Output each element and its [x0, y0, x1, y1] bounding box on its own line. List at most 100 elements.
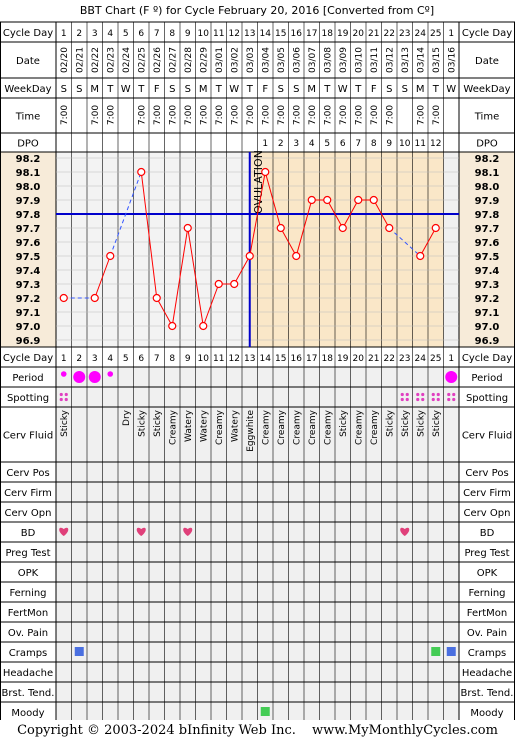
y-tick-right: 97.7 [475, 224, 500, 235]
cerv-fluid-cell: Creamy [261, 409, 271, 445]
temp-point[interactable] [307, 195, 316, 205]
temp-point[interactable] [323, 195, 332, 205]
date-cell: 02/25 [137, 47, 147, 73]
temp-point[interactable] [276, 223, 285, 233]
cycle-day-cell: 5 [123, 29, 129, 39]
cerv-fluid-cell: Eggwhite [246, 410, 256, 452]
time-cell: 7:00 [323, 105, 333, 125]
temp-point[interactable] [214, 279, 223, 289]
temp-point[interactable] [230, 279, 239, 289]
time-row-label-left: Time [15, 112, 40, 123]
preg-test-row-label-left: Preg Test [5, 548, 50, 559]
temp-point[interactable] [152, 293, 161, 303]
spotting-row-label-left: Spotting [7, 393, 49, 404]
temp-line-segment [419, 227, 437, 257]
temp-point[interactable] [137, 167, 146, 177]
cerv-fluid-row-label-left: Cerv Fluid [3, 431, 53, 442]
date-cell: 03/02 [230, 47, 240, 73]
temp-line-segment [140, 171, 158, 299]
y-tick-left: 98.0 [16, 182, 41, 193]
temp-point[interactable] [168, 321, 177, 331]
weekday-cell: M [199, 84, 208, 95]
site-link[interactable]: www.MyMonthlyCycles.com [312, 723, 498, 738]
spotting-dot [64, 397, 68, 402]
dpo-cell: 7 [355, 139, 361, 149]
temp-line-segment [342, 199, 359, 229]
temp-point[interactable] [90, 293, 99, 303]
weekday-cell: S [402, 84, 408, 95]
cerv-fluid-cell: Dry [122, 409, 132, 426]
date-cell: 02/26 [153, 47, 163, 73]
y-tick-left: 97.9 [16, 196, 41, 207]
cerv-fluid-cell: Sticky [60, 409, 70, 437]
y-tick-right: 97.9 [475, 196, 500, 207]
cycle-day-cell: 4 [107, 29, 113, 39]
temp-point[interactable] [385, 223, 394, 233]
cycle-day-cell: 25 [430, 29, 441, 39]
temp-point[interactable] [59, 293, 68, 303]
date-cell: 03/06 [292, 47, 302, 73]
cerv-fluid-cell: Creamy [308, 409, 318, 445]
cerv-fluid-cell: Sticky [416, 409, 426, 437]
temp-point[interactable] [261, 167, 270, 177]
cycle-day-cell: 14 [260, 29, 272, 39]
time-cell: 7:00 [354, 105, 364, 125]
temp-point[interactable] [292, 251, 301, 261]
temp-point[interactable] [416, 251, 425, 261]
date-cell: 03/04 [261, 47, 271, 73]
temp-point[interactable] [338, 223, 347, 233]
spotting-dot [59, 392, 63, 397]
date-cell: 03/03 [246, 47, 256, 73]
time-cell: 7:00 [184, 105, 194, 125]
period-row-label-right: Period [471, 373, 502, 384]
time-cell: 7:00 [416, 105, 426, 125]
y-tick-left: 97.2 [16, 294, 41, 305]
bd-heart-icon [183, 527, 193, 536]
cycle-day-cell: 8 [169, 29, 175, 39]
temp-point[interactable] [199, 321, 208, 331]
temp-point[interactable] [245, 251, 254, 261]
period-dot [60, 371, 67, 377]
cerv-fluid-cell: Creamy [292, 409, 302, 445]
date-cell: 02/20 [60, 47, 70, 73]
weekday-cell: F [262, 84, 268, 95]
date-cell: 02/23 [106, 47, 116, 73]
time-cell: 7:00 [432, 105, 442, 125]
cycle-day-cell: 22 [384, 29, 395, 39]
date-cell: 03/11 [370, 47, 380, 73]
spotting-row-label-right: Spotting [466, 393, 508, 404]
temp-point[interactable] [106, 251, 115, 261]
cerv-fluid-cell: Sticky [432, 409, 442, 437]
temp-line-segment [156, 297, 173, 327]
y-tick-right: 97.4 [475, 266, 500, 277]
y-tick-right: 98.1 [475, 168, 500, 179]
period-row-label-left: Period [12, 373, 43, 384]
y-tick-left: 97.3 [16, 280, 41, 291]
weekday-cell: F [371, 84, 377, 95]
spotting-dot [64, 392, 68, 397]
temp-point[interactable] [369, 195, 378, 205]
cycle-day-row-label-left: Cycle Day [3, 28, 53, 39]
weekday-cell: T [354, 84, 362, 95]
temp-point[interactable] [354, 195, 363, 205]
cycle-day-cell-bottom: 20 [353, 354, 365, 364]
weekday-row-label-right: WeekDay [463, 84, 510, 95]
temp-point[interactable] [431, 223, 440, 233]
date-cell: 03/01 [215, 47, 225, 73]
date-cell: 03/09 [339, 47, 349, 73]
cycle-day-cell: 11 [213, 29, 224, 39]
cerv-fluid-cell: Creamy [370, 409, 380, 445]
cycle-day-cell-bottom: 6 [138, 354, 144, 364]
bd-row-label-right: BD [480, 528, 495, 539]
bd-heart-icon [400, 527, 410, 536]
cerv-fluid-cell: Sticky [401, 409, 411, 437]
dpo-cell: 11 [415, 139, 426, 149]
period-dot [107, 371, 114, 377]
temp-point[interactable] [183, 223, 192, 233]
ov-pain-row-label-right: Ov. Pain [467, 628, 507, 639]
date-cell: 03/16 [447, 47, 457, 73]
cycle-day-cell: 1 [448, 29, 454, 39]
headache-row-label-right: Headache [462, 668, 512, 679]
cerv-fluid-cell: Watery [230, 409, 240, 442]
fertmon-row-label-left: FertMon [8, 608, 48, 619]
